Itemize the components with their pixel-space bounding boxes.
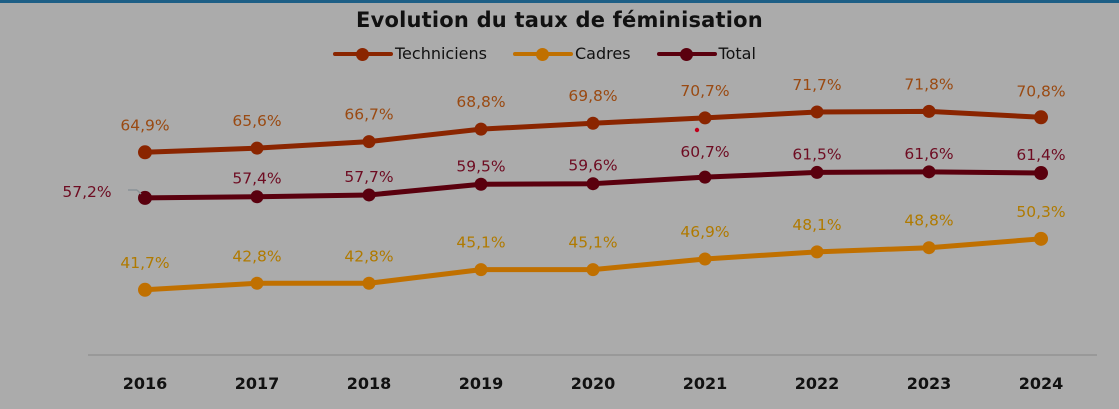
data-point-total[interactable] bbox=[362, 188, 376, 202]
data-point-cadres[interactable] bbox=[362, 276, 376, 290]
data-point-cadres[interactable] bbox=[698, 252, 712, 266]
data-label-techniciens: 68,8% bbox=[456, 93, 505, 111]
legend-label-total: Total bbox=[718, 44, 756, 63]
data-label-techniciens: 64,9% bbox=[120, 116, 169, 134]
data-point-techniciens[interactable] bbox=[922, 104, 936, 118]
legend-marker-cadres bbox=[535, 47, 549, 61]
x-tick-label: 2016 bbox=[123, 374, 168, 393]
chart-title: Evolution du taux de féminisation bbox=[356, 8, 763, 32]
data-label-techniciens: 66,7% bbox=[344, 106, 393, 124]
data-label-total: 60,7% bbox=[680, 143, 729, 161]
legend-item-cadres[interactable]: Cadres bbox=[512, 44, 631, 63]
data-label-techniciens: 71,7% bbox=[792, 76, 841, 94]
data-label-cadres: 46,9% bbox=[680, 223, 729, 241]
chart-legend: Techniciens Cadres Total bbox=[333, 44, 782, 63]
data-label-techniciens: 69,8% bbox=[568, 87, 617, 105]
data-label-total: 59,6% bbox=[568, 157, 617, 175]
data-label-cadres: 45,1% bbox=[568, 234, 617, 252]
data-point-cadres[interactable] bbox=[810, 245, 824, 259]
legend-item-techniciens[interactable]: Techniciens bbox=[333, 44, 487, 63]
legend-item-total[interactable]: Total bbox=[656, 44, 756, 63]
x-tick-label: 2019 bbox=[459, 374, 504, 393]
x-axis-ticks: 2016 2017 2018 2019 2020 2021 2022 2023 2024 bbox=[123, 374, 1064, 393]
data-point-techniciens[interactable] bbox=[586, 116, 600, 130]
data-point-total[interactable] bbox=[810, 165, 824, 179]
data-label-cadres: 48,1% bbox=[792, 216, 841, 234]
data-label-cadres: 41,7% bbox=[120, 254, 169, 272]
data-labels-group: 64,9% 65,6% 66,7% 68,8% 69,8% 70,7% 71,7% 71,8%… bbox=[62, 75, 1065, 271]
data-point-cadres[interactable] bbox=[1034, 231, 1048, 246]
data-label-cadres: 50,3% bbox=[1016, 203, 1065, 221]
data-point-total[interactable] bbox=[138, 190, 152, 205]
data-point-cadres[interactable] bbox=[922, 241, 936, 255]
legend-marker-techniciens bbox=[356, 47, 369, 61]
legend-label-techniciens: Techniciens bbox=[395, 44, 487, 63]
data-point-total[interactable] bbox=[1034, 166, 1048, 181]
data-point-techniciens[interactable] bbox=[1034, 110, 1048, 125]
data-label-techniciens: 70,7% bbox=[680, 82, 729, 100]
data-point-techniciens[interactable] bbox=[698, 111, 712, 125]
x-tick-label: 2022 bbox=[795, 374, 840, 393]
data-point-cadres[interactable] bbox=[138, 282, 152, 297]
data-point-total[interactable] bbox=[474, 177, 488, 191]
data-label-cadres: 45,1% bbox=[456, 234, 505, 252]
data-label-techniciens: 65,6% bbox=[232, 112, 281, 130]
data-label-total: 59,5% bbox=[456, 157, 505, 175]
legend-swatch-total bbox=[656, 47, 717, 61]
data-point-techniciens[interactable] bbox=[362, 135, 376, 149]
data-point-cadres[interactable] bbox=[474, 263, 488, 277]
data-label-total: 57,2% bbox=[62, 183, 111, 201]
legend-swatch-techniciens bbox=[333, 47, 393, 61]
data-label-cadres: 48,8% bbox=[904, 212, 953, 230]
data-label-total: 61,5% bbox=[792, 145, 841, 163]
data-label-total: 57,7% bbox=[344, 168, 393, 186]
x-tick-label: 2024 bbox=[1019, 374, 1064, 393]
data-point-total[interactable] bbox=[586, 177, 600, 191]
data-label-techniciens: 70,8% bbox=[1016, 82, 1065, 100]
data-point-cadres[interactable] bbox=[586, 263, 600, 277]
data-label-techniciens: 71,8% bbox=[904, 75, 953, 93]
legend-marker-total bbox=[679, 47, 693, 61]
data-point-total[interactable] bbox=[922, 165, 936, 179]
x-tick-label: 2020 bbox=[571, 374, 616, 393]
data-label-total: 61,6% bbox=[904, 145, 953, 163]
x-tick-label: 2017 bbox=[235, 374, 280, 393]
stray-marker-dot bbox=[694, 127, 700, 133]
data-label-cadres: 42,8% bbox=[344, 247, 393, 265]
top-border-band bbox=[0, 0, 1119, 3]
x-tick-label: 2023 bbox=[907, 374, 952, 393]
data-point-techniciens[interactable] bbox=[474, 122, 488, 136]
data-point-cadres[interactable] bbox=[250, 276, 264, 290]
legend-swatch-cadres bbox=[512, 47, 573, 61]
data-point-techniciens[interactable] bbox=[138, 145, 152, 160]
series-group bbox=[138, 104, 1048, 297]
data-label-cadres: 42,8% bbox=[232, 247, 281, 265]
data-label-total: 61,4% bbox=[1016, 146, 1065, 164]
x-tick-label: 2021 bbox=[683, 374, 728, 393]
data-point-total[interactable] bbox=[250, 190, 264, 204]
data-label-total: 57,4% bbox=[232, 170, 281, 188]
data-point-techniciens[interactable] bbox=[810, 105, 824, 119]
leader-line-tail bbox=[136, 189, 142, 195]
data-point-techniciens[interactable] bbox=[250, 141, 264, 155]
x-tick-label: 2018 bbox=[347, 374, 392, 393]
legend-label-cadres: Cadres bbox=[574, 44, 631, 63]
data-point-total[interactable] bbox=[698, 170, 712, 184]
